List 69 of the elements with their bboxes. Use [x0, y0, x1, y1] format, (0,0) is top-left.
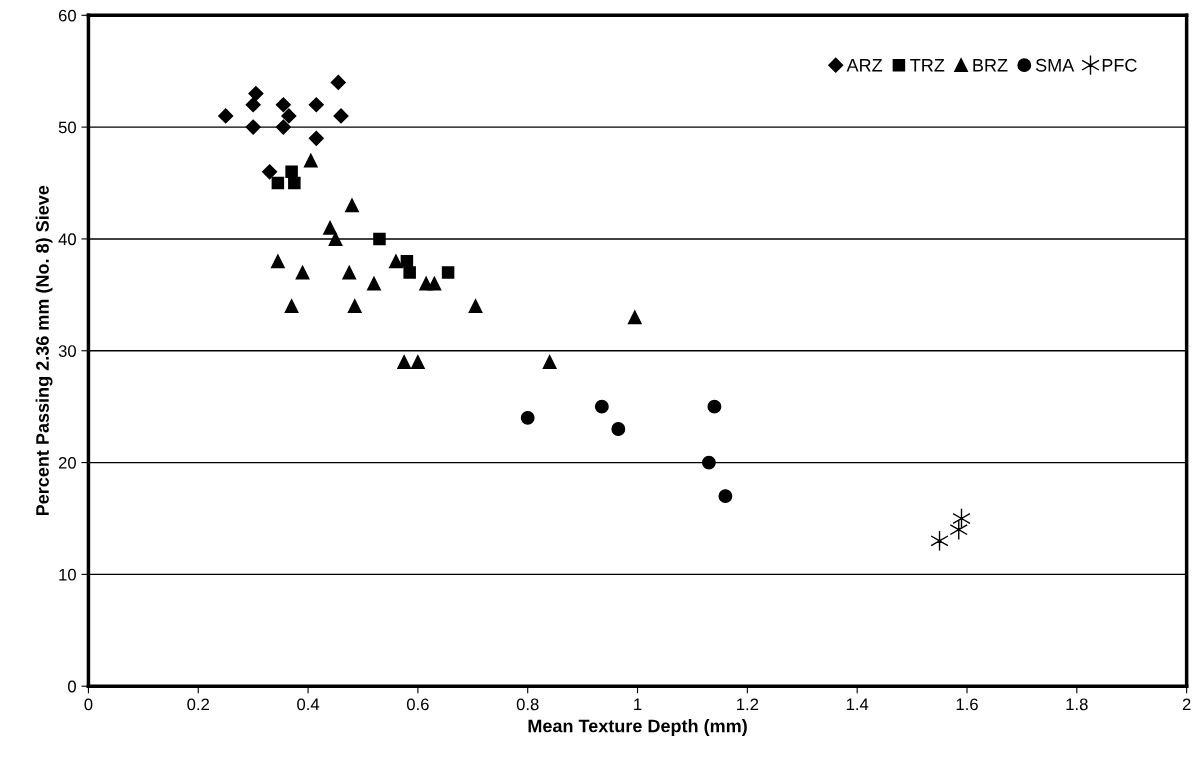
x-tick-label: 1.4	[846, 698, 869, 711]
point	[345, 198, 359, 213]
point	[218, 108, 234, 124]
point	[284, 299, 299, 313]
point	[441, 266, 455, 279]
x-tick-label: 0	[84, 698, 93, 711]
point	[330, 74, 346, 90]
point	[707, 399, 722, 414]
legend-label: ARZ	[846, 59, 883, 72]
point	[275, 119, 291, 135]
point	[627, 310, 642, 325]
point	[397, 354, 412, 369]
x-tick-label: 2	[1182, 698, 1191, 711]
y-tick-label: 10	[59, 568, 76, 581]
point	[308, 130, 324, 146]
y-axis-title: Percent Passing 2.36 mm (No. 8) Sieve	[35, 185, 53, 516]
point	[949, 519, 968, 541]
point	[410, 354, 425, 369]
x-tick-label: 0.4	[297, 698, 320, 711]
x-tick-label: 1.6	[956, 698, 978, 711]
point	[285, 165, 298, 179]
point	[520, 410, 535, 425]
point	[930, 530, 949, 552]
legend-label: TRZ	[910, 59, 945, 72]
point	[388, 254, 403, 269]
point	[281, 108, 297, 124]
legend-label: PFC	[1102, 58, 1137, 72]
point	[262, 164, 278, 180]
point	[594, 399, 609, 414]
point	[323, 220, 337, 235]
point	[611, 422, 626, 436]
point	[542, 354, 557, 369]
legend-label: SMA	[1035, 58, 1075, 72]
x-tick-label: 0.2	[187, 698, 209, 711]
y-tick-label: 20	[58, 456, 76, 469]
point	[342, 265, 357, 280]
x-tick-label: 0.6	[406, 698, 429, 711]
x-tick-label: 1	[634, 698, 642, 711]
point	[303, 153, 318, 168]
point	[333, 108, 349, 124]
point	[347, 299, 362, 313]
point	[295, 265, 310, 280]
x-tick-label: 1.8	[1066, 698, 1088, 711]
x-axis-title: Mean Texture Depth (mm)	[528, 719, 747, 736]
point	[718, 489, 733, 504]
point	[288, 176, 301, 190]
y-tick-label: 0	[68, 680, 76, 693]
point	[701, 455, 716, 470]
y-tick-label: 50	[58, 121, 76, 134]
point	[373, 232, 386, 246]
y-tick-label: 40	[58, 233, 76, 246]
point	[403, 266, 416, 279]
point	[245, 119, 261, 135]
legend-label: BRZ	[973, 59, 1008, 72]
point	[367, 276, 381, 291]
point	[427, 276, 442, 291]
point	[245, 97, 261, 113]
point	[468, 299, 483, 313]
point	[328, 231, 343, 246]
x-tick-label: 1.2	[737, 698, 759, 711]
y-tick-label: 30	[58, 345, 76, 357]
point	[308, 97, 324, 113]
point	[952, 508, 971, 529]
point	[275, 97, 291, 113]
point	[271, 176, 285, 190]
point	[270, 254, 285, 269]
y-tick-label: 60	[58, 9, 76, 22]
point	[248, 86, 264, 102]
x-tick-label: 0.8	[516, 698, 539, 711]
